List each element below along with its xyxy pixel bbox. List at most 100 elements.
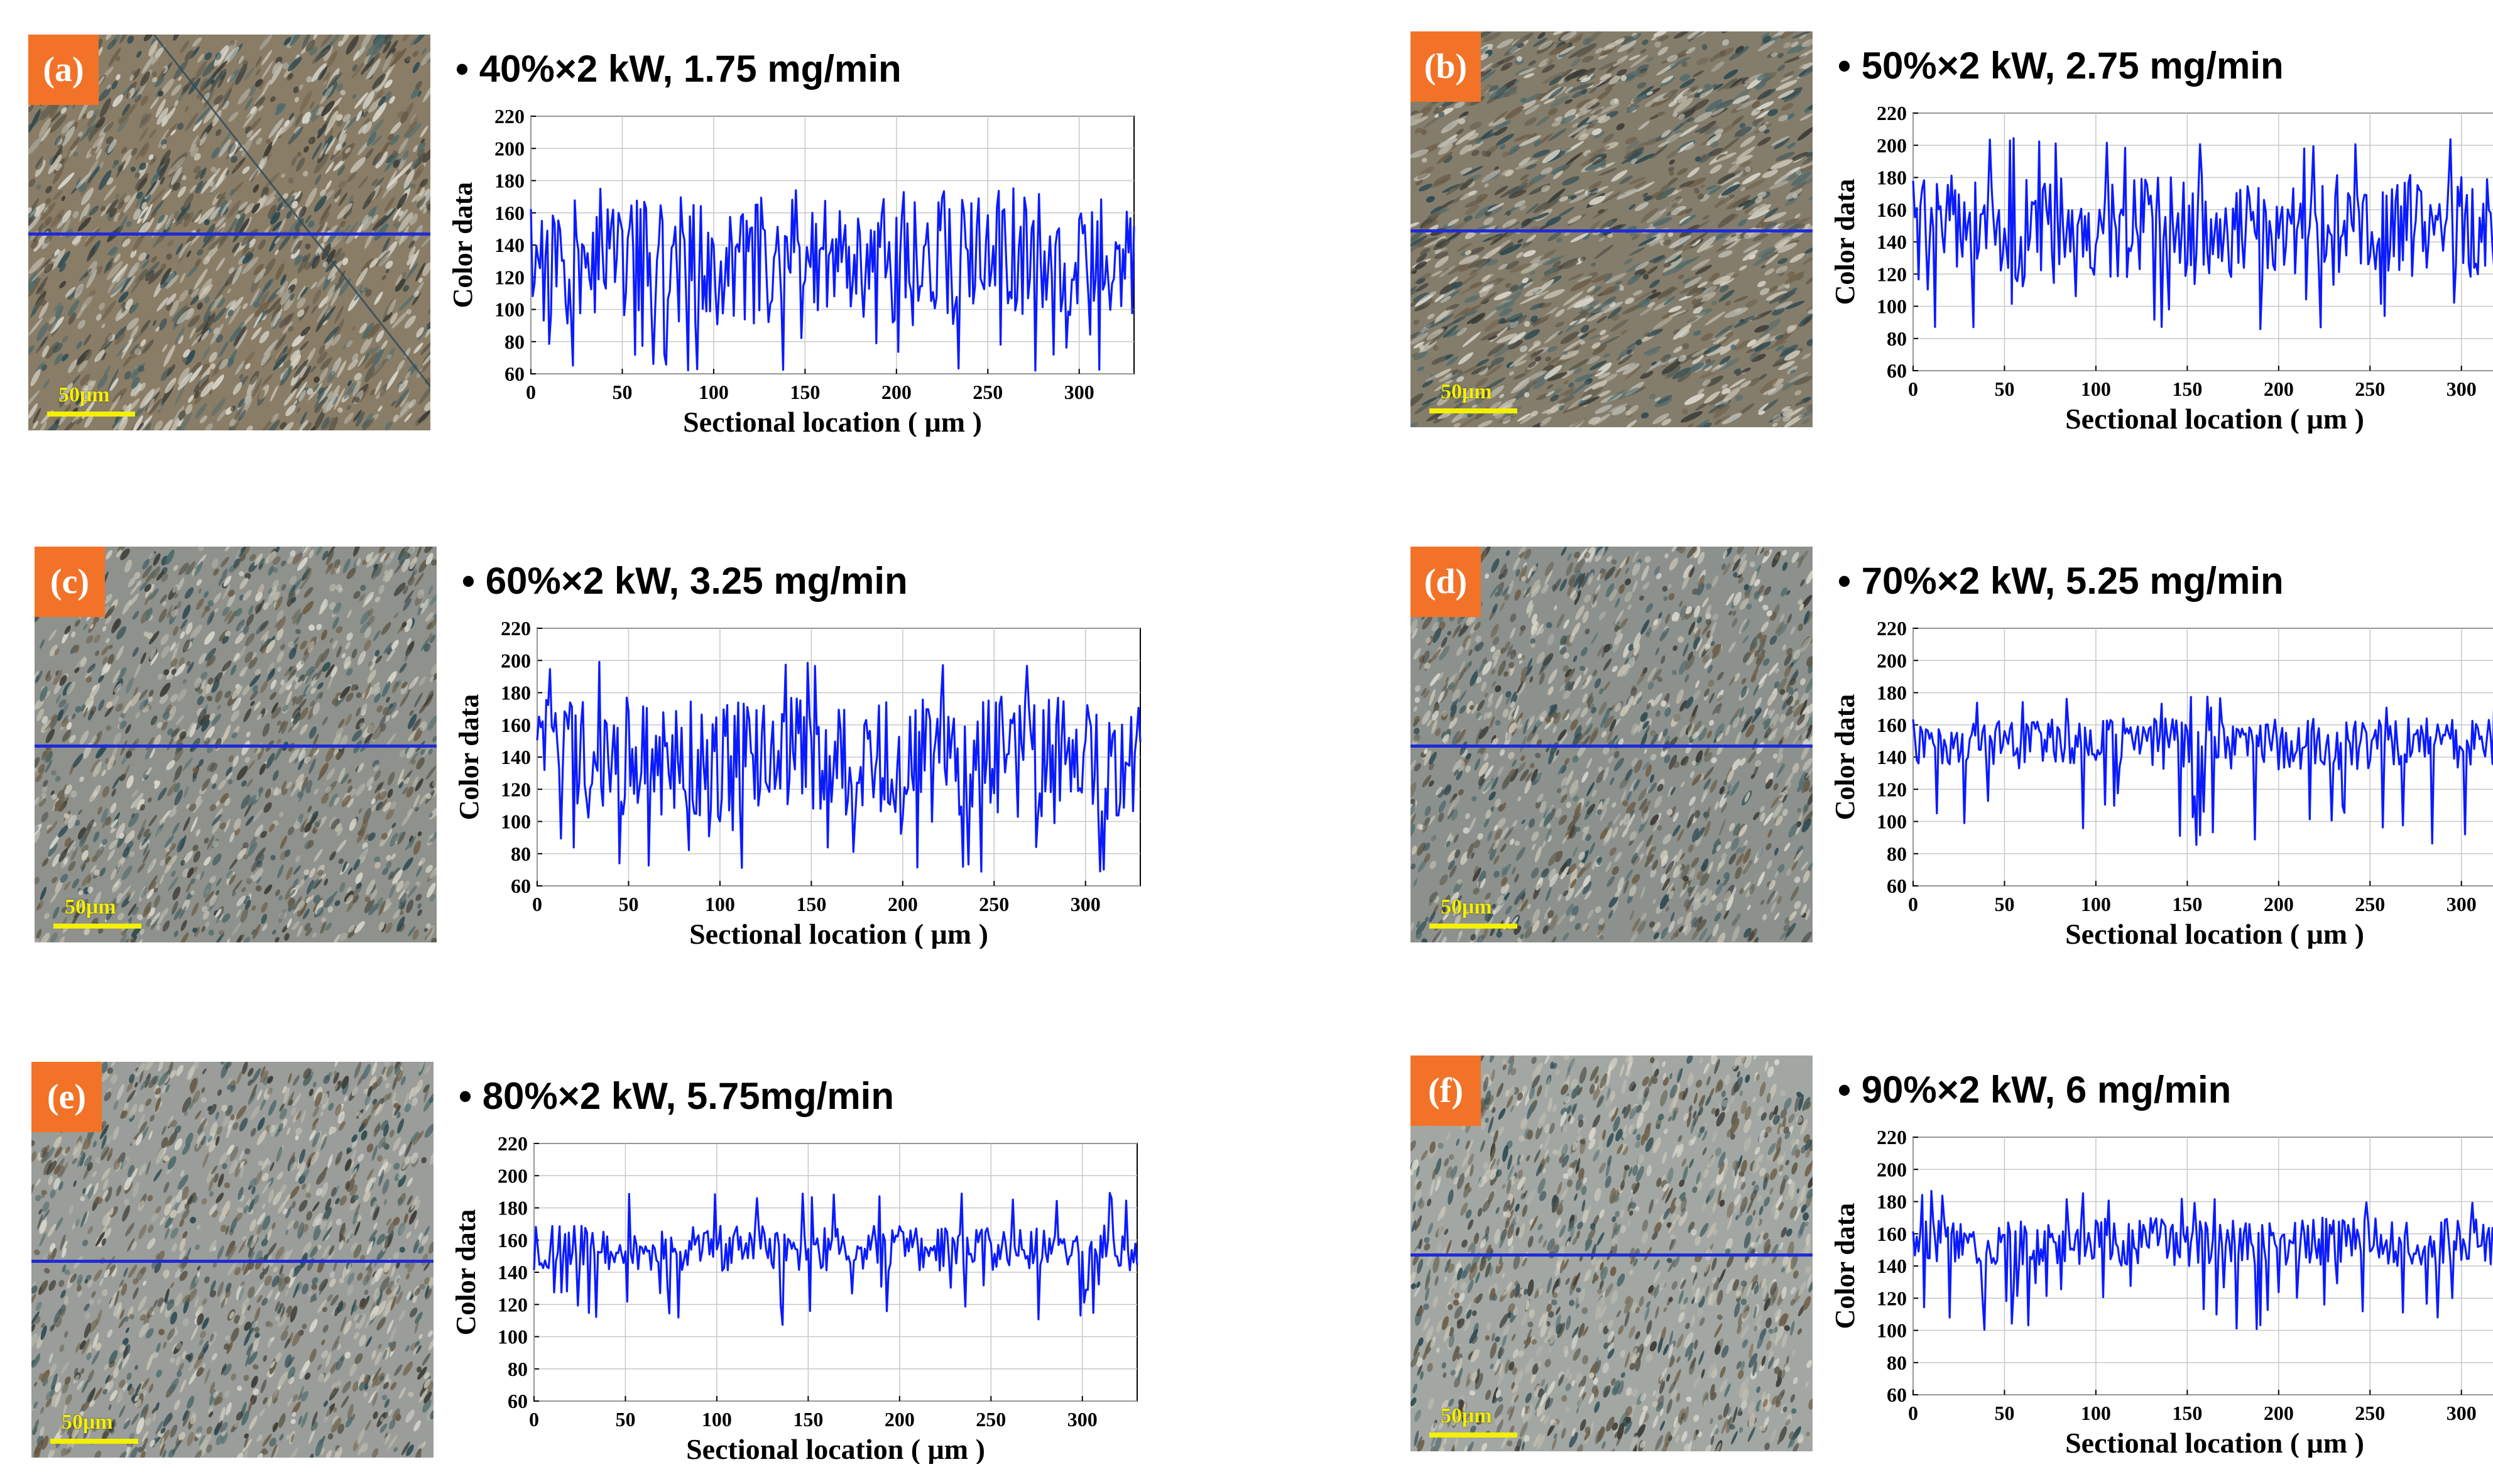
scale-bar — [50, 1439, 138, 1444]
x-tick-label: 50 — [1994, 893, 2014, 915]
x-tick-label: 250 — [2355, 1402, 2385, 1424]
micrograph-a: 50μm (a) — [28, 35, 430, 430]
x-axis-label: Sectional location ( μm ) — [686, 1433, 985, 1464]
x-tick-label: 200 — [2264, 378, 2294, 400]
x-tick-label: 250 — [979, 893, 1009, 915]
y-tick-label: 120 — [498, 1293, 528, 1316]
scale-label: 50μm — [1441, 380, 1492, 403]
x-tick-label: 100 — [702, 1408, 732, 1431]
x-tick-label: 100 — [2081, 1402, 2111, 1424]
y-tick-label: 180 — [501, 682, 531, 704]
condition-text: 60%×2 kW, 3.25 mg/min — [485, 560, 908, 602]
y-tick-label: 140 — [494, 234, 525, 256]
line-chart-f: 60 80 100 120 140 160 180 200 220 0 50 100 150 200 250… — [1830, 1131, 2493, 1458]
y-tick-label: 160 — [1877, 199, 1907, 221]
x-tick-label: 50 — [618, 893, 638, 915]
line-chart-e: 60 80 100 120 140 160 180 200 220 0 50 100 150 200 250… — [450, 1137, 1138, 1464]
y-tick-label: 80 — [1887, 1351, 1907, 1374]
x-tick-label: 150 — [796, 893, 826, 915]
series-line — [1912, 137, 2493, 330]
x-tick-label: 150 — [2172, 893, 2202, 915]
x-tick-label: 250 — [2355, 378, 2385, 400]
series-line — [1912, 696, 2493, 846]
scan-line — [31, 1260, 434, 1263]
scale-bar — [1429, 1432, 1517, 1438]
y-tick-label: 100 — [1877, 295, 1907, 318]
condition-text: 40%×2 kW, 1.75 mg/min — [479, 48, 902, 90]
x-tick-label: 200 — [885, 1408, 915, 1431]
x-tick-label: 50 — [1994, 1402, 2014, 1424]
scale-label: 50μm — [62, 1410, 113, 1434]
micrograph-c: 50μm (c) — [35, 547, 437, 942]
y-tick-label: 60 — [505, 363, 525, 385]
x-tick-label: 300 — [1067, 1408, 1098, 1431]
x-axis-label: Sectional location ( μm ) — [683, 406, 982, 437]
y-tick-label: 60 — [511, 875, 531, 897]
x-axis-label: Sectional location ( μm ) — [2065, 1427, 2364, 1458]
series-line — [530, 187, 1135, 372]
y-tick-label: 140 — [498, 1261, 528, 1284]
y-tick-label: 220 — [1877, 107, 1907, 124]
scan-line — [1410, 1253, 1813, 1257]
y-axis-label: Color data — [450, 1209, 481, 1336]
scale-bar — [1429, 924, 1517, 929]
y-tick-label: 80 — [1887, 327, 1907, 350]
condition-title: • 90%×2 kW, 6 mg/min — [1838, 1069, 2232, 1111]
series-line — [533, 1192, 1138, 1326]
panel-label: (f) — [1410, 1056, 1481, 1126]
panel-c: 50μm (c) • 60%×2 kW, 3.25 mg/min 60 80 100… — [35, 547, 1153, 949]
y-tick-label: 200 — [498, 1164, 528, 1187]
scale-bar — [1429, 408, 1517, 413]
y-tick-label: 60 — [1887, 1383, 1907, 1406]
x-tick-label: 150 — [793, 1408, 823, 1431]
y-tick-label: 180 — [494, 170, 525, 192]
y-tick-label: 140 — [1877, 231, 1907, 253]
y-tick-label: 140 — [1877, 1255, 1907, 1277]
scale-label: 50μm — [1441, 895, 1492, 919]
y-tick-label: 200 — [501, 649, 531, 672]
y-tick-label: 80 — [1887, 843, 1907, 865]
x-tick-label: 150 — [2172, 1402, 2202, 1424]
line-chart-a: 60 80 100 120 140 160 180 200 220 0 50 100 150 200 250… — [447, 110, 1135, 437]
panel-a: 50μm (a) • 40%×2 kW, 1.75 mg/min 60 80 100… — [28, 35, 1147, 437]
y-tick-label: 100 — [494, 298, 525, 321]
series-line — [536, 660, 1142, 873]
y-tick-label: 200 — [494, 137, 525, 160]
x-axis-label: Sectional location ( μm ) — [2065, 918, 2364, 949]
y-tick-label: 220 — [501, 622, 531, 640]
series-line — [1912, 1189, 2493, 1331]
x-tick-label: 0 — [1908, 378, 1918, 400]
y-axis-label: Color data — [447, 182, 478, 308]
scale-bar — [53, 924, 141, 929]
y-tick-label: 220 — [494, 110, 525, 128]
y-tick-label: 120 — [501, 778, 531, 800]
condition-title: • 50%×2 kW, 2.75 mg/min — [1838, 45, 2284, 87]
scan-line — [1410, 745, 1813, 748]
condition-text: 80%×2 kW, 5.75mg/min — [482, 1075, 894, 1117]
y-tick-label: 60 — [1887, 875, 1907, 897]
x-tick-label: 50 — [1994, 378, 2014, 400]
x-tick-label: 300 — [1064, 381, 1094, 403]
micrograph-e: 50μm (e) — [31, 1062, 434, 1458]
scale-bar — [47, 412, 135, 417]
x-tick-label: 100 — [705, 893, 735, 915]
condition-title: • 40%×2 kW, 1.75 mg/min — [456, 48, 902, 90]
panel-b: 50μm (b) • 50%×2 kW, 2.75 mg/min 60 80 100… — [1410, 31, 2493, 434]
x-tick-label: 300 — [2447, 378, 2477, 400]
x-tick-label: 250 — [976, 1408, 1006, 1431]
condition-title: • 70%×2 kW, 5.25 mg/min — [1838, 560, 2284, 602]
x-tick-label: 300 — [2447, 893, 2477, 915]
condition-text: 70%×2 kW, 5.25 mg/min — [1861, 560, 2284, 602]
x-tick-label: 150 — [2172, 378, 2202, 400]
x-tick-label: 250 — [973, 381, 1003, 403]
condition-title: • 60%×2 kW, 3.25 mg/min — [462, 560, 908, 602]
y-tick-label: 100 — [498, 1326, 528, 1348]
y-tick-label: 80 — [511, 843, 531, 865]
condition-text: 90%×2 kW, 6 mg/min — [1861, 1069, 2232, 1111]
y-tick-label: 140 — [1877, 746, 1907, 768]
x-axis-label: Sectional location ( μm ) — [2065, 403, 2364, 434]
x-tick-label: 50 — [615, 1408, 635, 1431]
y-tick-label: 180 — [1877, 682, 1907, 704]
line-chart-b: 60 80 100 120 140 160 180 200 220 0 50 100 150 200 250… — [1830, 107, 2493, 434]
scale-label: 50μm — [65, 895, 116, 919]
